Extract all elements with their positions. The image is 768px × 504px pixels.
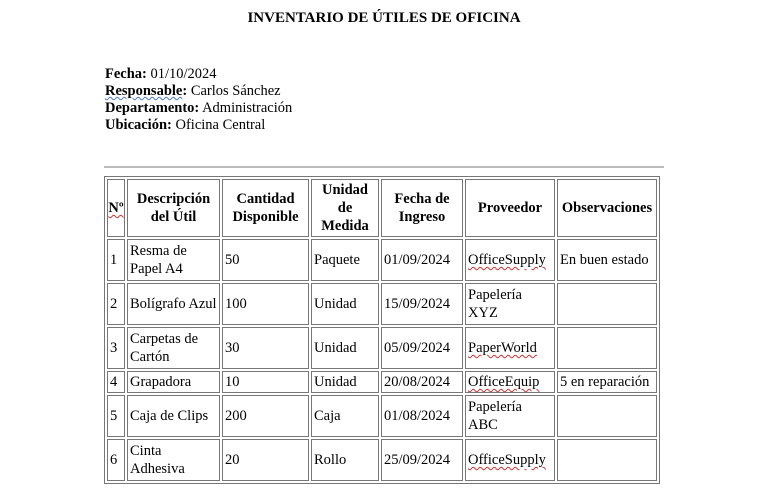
table-cell: OfficeSupply: [465, 239, 555, 281]
table-cell: 5: [107, 395, 125, 437]
table-row: 3 Carpetas de Cartón 30 Unidad 05/09/2024 Pap…: [107, 327, 657, 369]
table-cell: 30: [222, 327, 309, 369]
meta-value: Carlos Sánchez: [190, 83, 281, 99]
table-cell: Caja de Clips: [127, 395, 220, 437]
table-cell: [557, 283, 657, 325]
table-cell: Rollo: [311, 439, 379, 481]
inventory-table: Nº Descripción del Útil Cantidad Disponi…: [104, 176, 660, 484]
meta-responsable: Responsable: Carlos Sánchez: [105, 83, 281, 99]
header-cell: Fecha de Ingreso: [381, 179, 463, 237]
table-cell: 50: [222, 239, 309, 281]
meta-value: 01/10/2024: [150, 66, 217, 82]
header-cell: Nº: [107, 179, 125, 237]
table-cell: [557, 395, 657, 437]
table-cell: En buen estado: [557, 239, 657, 281]
table-cell: 200: [222, 395, 309, 437]
meta-label: Responsable: [105, 83, 183, 99]
table-cell: 10: [222, 371, 309, 393]
table-cell: 15/09/2024: [381, 283, 463, 325]
table-cell: 05/09/2024: [381, 327, 463, 369]
header-cell: Descripción del Útil: [127, 179, 220, 237]
header-cell: Proveedor: [465, 179, 555, 237]
table-cell: 100: [222, 283, 309, 325]
table-cell: Cinta Adhesiva: [127, 439, 220, 481]
table-cell: [557, 327, 657, 369]
table-row: 5 Caja de Clips 200 Caja 01/08/2024 Papelería…: [107, 395, 657, 437]
divider: [104, 166, 664, 168]
table-cell: 25/09/2024: [381, 439, 463, 481]
table-cell: Carpetas de Cartón: [127, 327, 220, 369]
table-cell: 20/08/2024: [381, 371, 463, 393]
table-header-row: Nº Descripción del Útil Cantidad Disponi…: [107, 179, 657, 237]
document-title: INVENTARIO DE ÚTILES DE OFICINA: [247, 10, 521, 26]
table-cell: Grapadora: [127, 371, 220, 393]
table-row: 4 Grapadora 10 Unidad 20/08/2024 OfficeEquip 5…: [107, 371, 657, 393]
meta-fecha: Fecha: 01/10/2024: [105, 66, 292, 83]
meta-label: Departamento:: [105, 100, 200, 116]
header-cell: Unidad de Medida: [311, 179, 379, 237]
document-meta: Fecha: 01/10/2024 Responsable: Carlos Sá…: [105, 66, 292, 134]
table-cell: 1: [107, 239, 125, 281]
table-cell: 6: [107, 439, 125, 481]
table-cell: OfficeEquip: [465, 371, 555, 393]
table-cell: Bolígrafo Azul: [127, 283, 220, 325]
table-row: 1 Resma de Papel A4 50 Paquete 01/09/2024 Off…: [107, 239, 657, 281]
table-cell: 2: [107, 283, 125, 325]
table-cell: 20: [222, 439, 309, 481]
meta-value: Administración: [202, 100, 293, 116]
table-cell: 5 en reparación: [557, 371, 657, 393]
table-cell: Papelería XYZ: [465, 283, 555, 325]
header-cell: Observaciones: [557, 179, 657, 237]
meta-departamento: Departamento: Administración: [105, 100, 292, 117]
table-cell: Paquete: [311, 239, 379, 281]
meta-label: Fecha:: [105, 66, 147, 82]
table-cell: OfficeSupply: [465, 439, 555, 481]
table-cell: Unidad: [311, 283, 379, 325]
table-row: 2 Bolígrafo Azul 100 Unidad 15/09/2024 Papele…: [107, 283, 657, 325]
table-cell: Caja: [311, 395, 379, 437]
table-cell: [557, 439, 657, 481]
header-cell: Cantidad Disponible: [222, 179, 309, 237]
table-cell: 01/08/2024: [381, 395, 463, 437]
meta-value: Oficina Central: [175, 117, 266, 133]
meta-label: Ubicación:: [105, 117, 172, 133]
table-cell: Unidad: [311, 371, 379, 393]
table-cell: Unidad: [311, 327, 379, 369]
table-cell: Papelería ABC: [465, 395, 555, 437]
table-cell: PaperWorld: [465, 327, 555, 369]
table-cell: 01/09/2024: [381, 239, 463, 281]
meta-ubicacion: Ubicación: Oficina Central: [105, 117, 292, 134]
table-cell: 3: [107, 327, 125, 369]
table-cell: Resma de Papel A4: [127, 239, 220, 281]
table-cell: 4: [107, 371, 125, 393]
table-row: 6 Cinta Adhesiva 20 Rollo 25/09/2024 OfficeSu…: [107, 439, 657, 481]
